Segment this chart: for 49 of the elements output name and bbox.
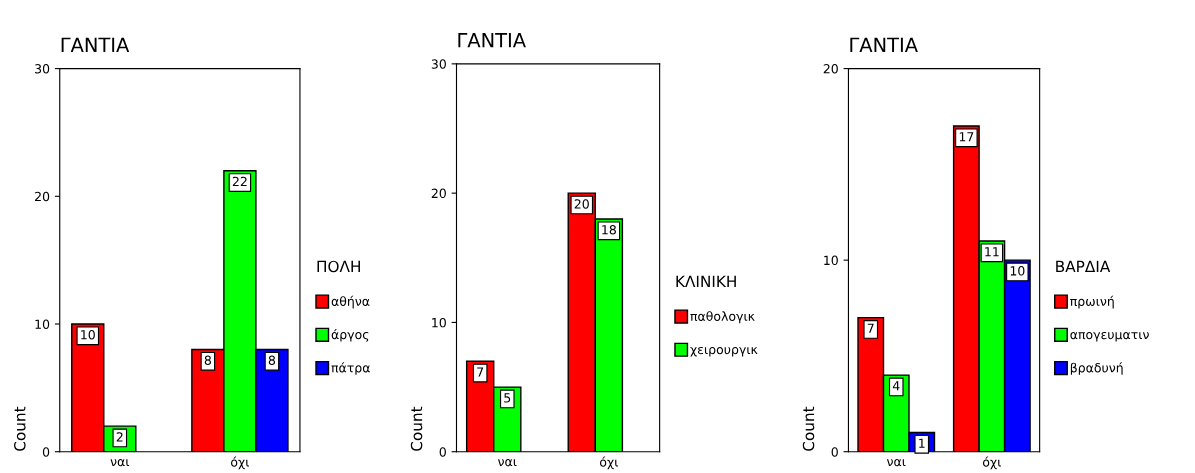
- data-label: 10: [81, 329, 95, 340]
- y-tick-label: 10: [824, 255, 838, 266]
- legend-title: ΠΟΛΗ: [317, 260, 360, 273]
- chart-title: ΓΑΝΤΙΑ: [61, 37, 130, 52]
- data-label: 11: [985, 247, 999, 257]
- x-tick-label: όχι: [599, 456, 618, 470]
- data-label: 10: [1010, 266, 1025, 276]
- legend-label: παθολογικ: [690, 311, 755, 324]
- x-tick-label: ναι: [498, 459, 517, 467]
- y-axis-title: Count: [802, 406, 815, 451]
- y-tick-label: 30: [431, 59, 446, 69]
- data-label: 4: [892, 381, 900, 391]
- y-axis-title: Count: [410, 406, 423, 451]
- y-tick-label: 20: [431, 188, 446, 199]
- data-label: 17: [959, 132, 974, 142]
- y-axis-title: Count: [14, 406, 26, 451]
- x-tick-label: ναι: [886, 459, 906, 467]
- data-label: 8: [268, 355, 276, 365]
- data-label: 18: [602, 225, 616, 235]
- chart-title: ΓΑΝΤΙΑ: [850, 37, 918, 52]
- x-tick-label: όχι: [231, 456, 250, 470]
- legend-label: άργος: [331, 329, 369, 342]
- y-tick-label: 0: [439, 447, 446, 457]
- legend-title: ΒΑΡΔΙΑ: [1056, 260, 1111, 272]
- chart-title: ΓΑΝΤΙΑ: [458, 33, 526, 48]
- y-tick-label: 0: [42, 447, 50, 457]
- y-tick-label: 20: [823, 64, 838, 74]
- x-tick-label: όχι: [982, 456, 1001, 470]
- data-label: 1: [919, 438, 925, 448]
- legend-label: απογευματιν: [1070, 332, 1149, 342]
- legend-label: χειρουργικ: [690, 346, 758, 357]
- data-label: 20: [574, 199, 589, 209]
- legend-label: πάτρα: [331, 362, 370, 375]
- y-tick-label: 30: [35, 64, 50, 74]
- y-tick-label: 20: [35, 191, 50, 202]
- legend-label: βραδυνή: [1070, 362, 1123, 375]
- data-label: 5: [504, 393, 511, 403]
- data-label: 7: [867, 323, 874, 333]
- legend-title: ΚΛΙΝΙΚΗ: [676, 275, 736, 287]
- legend-label: αθήνα: [331, 295, 370, 309]
- y-tick-label: 0: [831, 447, 838, 457]
- y-tick-label: 10: [35, 319, 50, 329]
- legend-label: πρωινή: [1070, 295, 1114, 309]
- data-label: 7: [477, 367, 484, 377]
- y-tick-label: 10: [432, 317, 446, 328]
- data-label: 2: [116, 432, 123, 442]
- data-label: 22: [232, 176, 247, 186]
- data-label: 8: [204, 355, 211, 365]
- x-tick-label: ναι: [110, 459, 130, 467]
